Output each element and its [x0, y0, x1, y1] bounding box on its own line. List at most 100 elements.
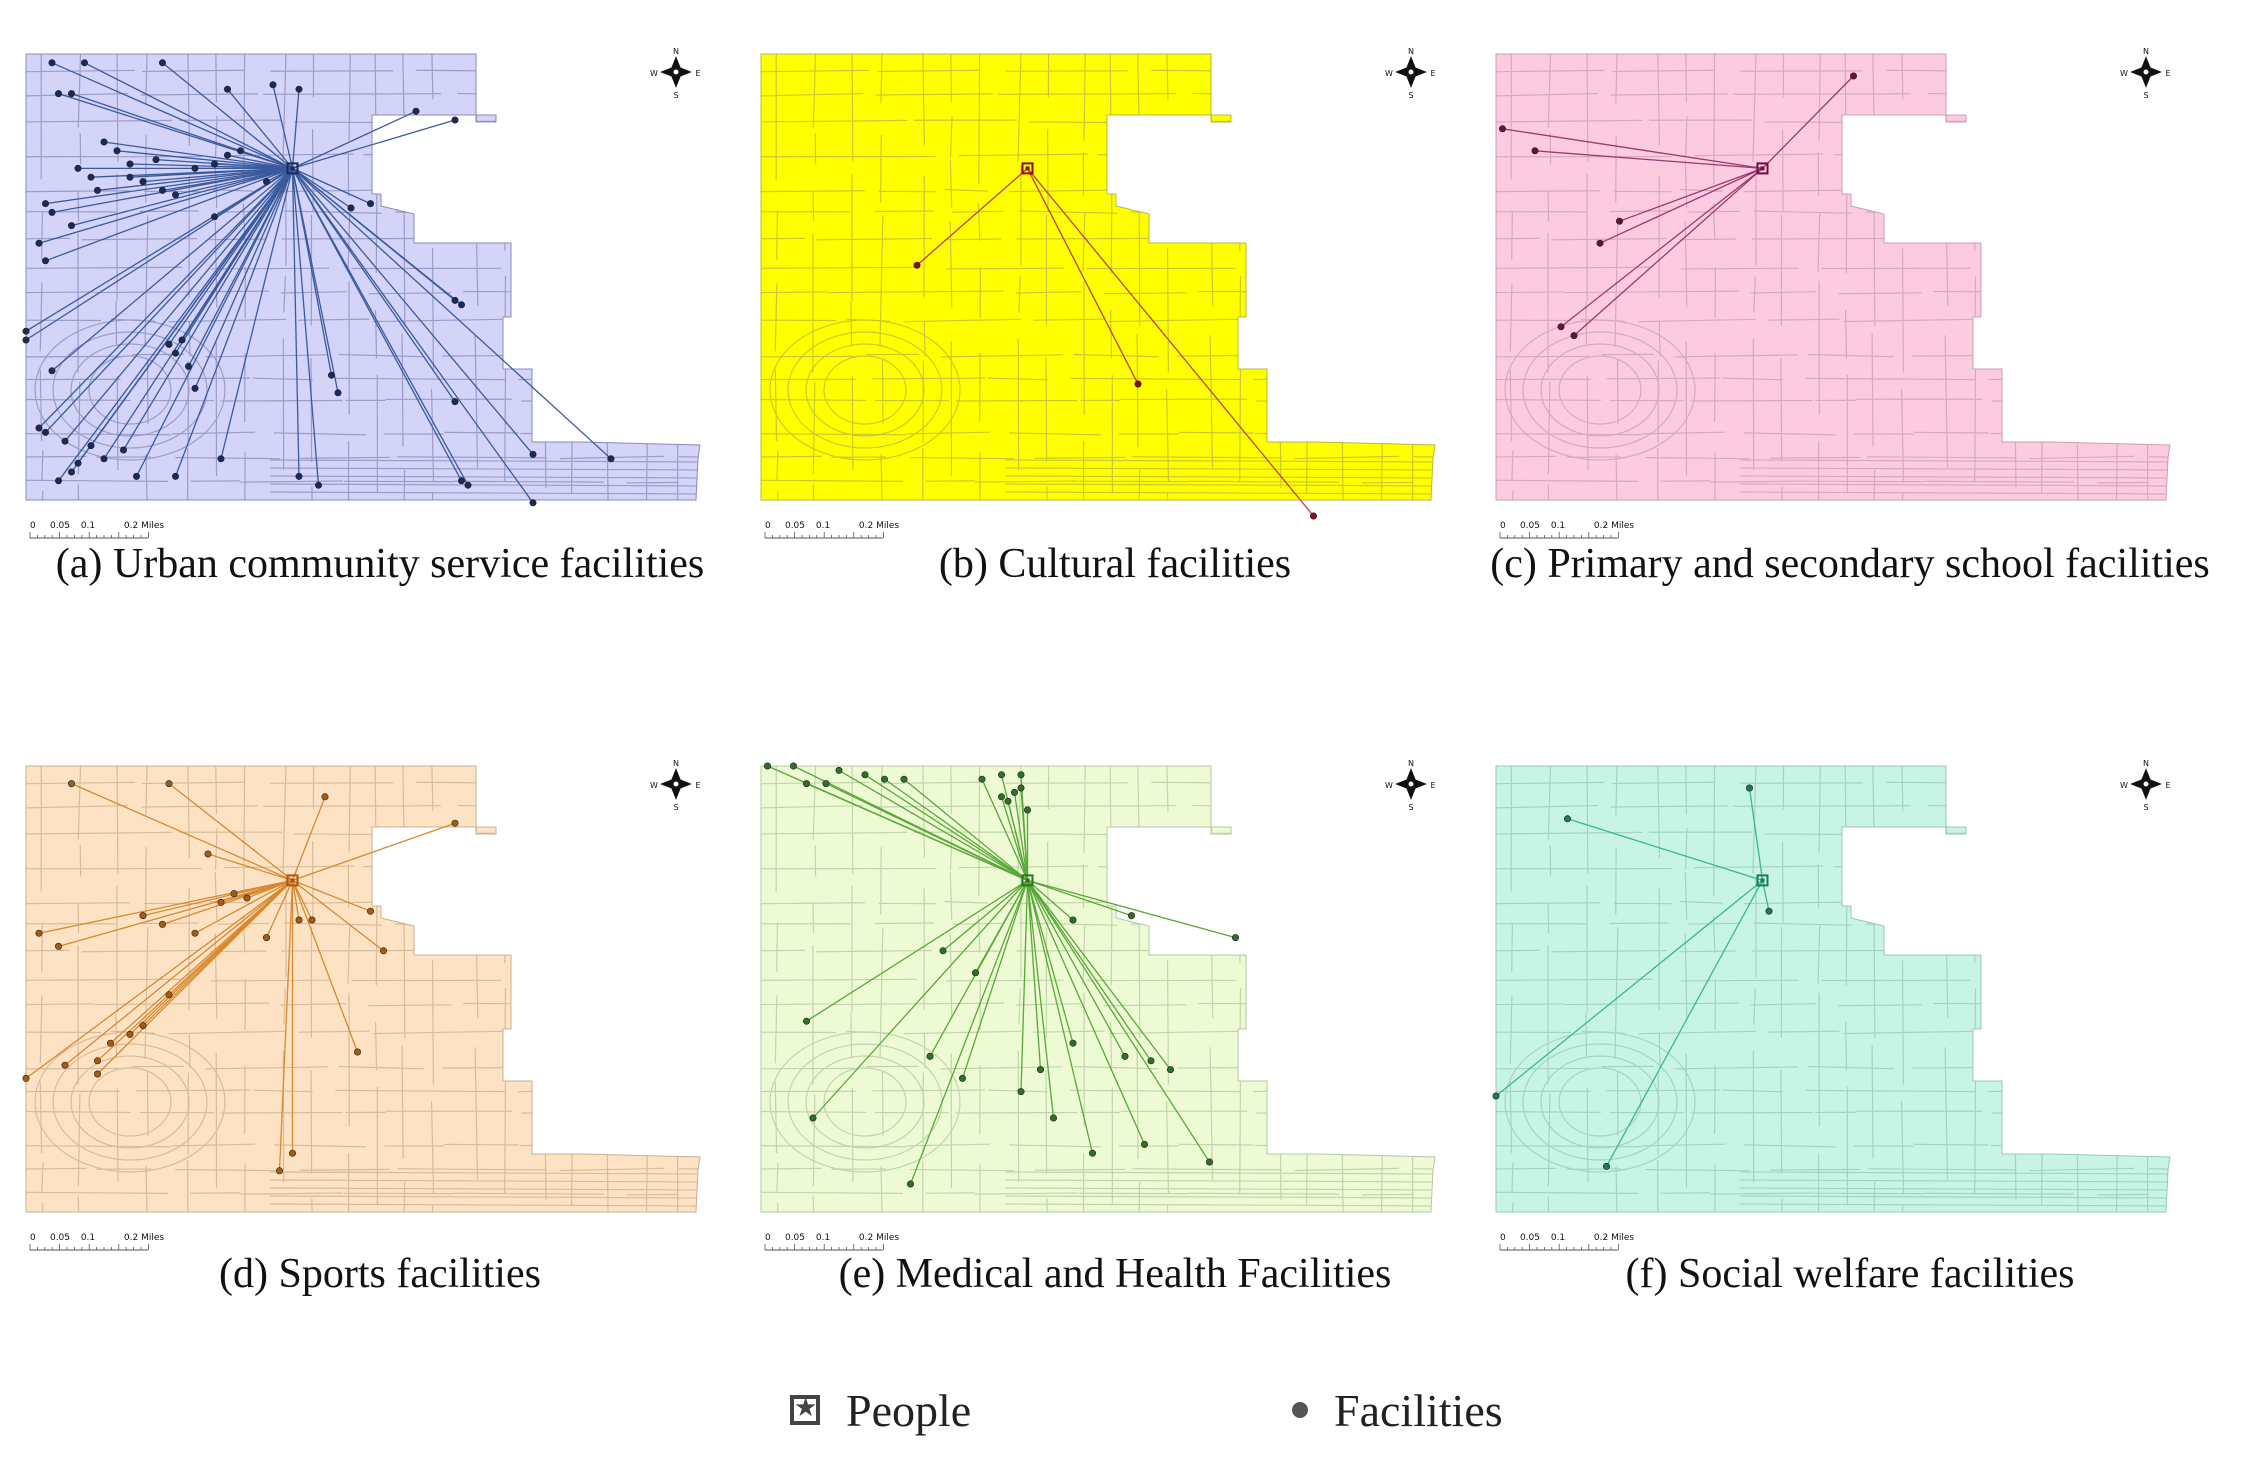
svg-text:0: 0 — [1500, 1233, 1506, 1243]
facility-point — [1088, 1149, 1096, 1157]
facility-point — [1570, 332, 1578, 340]
scale-bar: 0 0.05 0.1 0.2 Miles — [764, 1233, 899, 1251]
facility-point — [107, 1039, 115, 1047]
svg-text:0.1: 0.1 — [81, 521, 95, 531]
facility-point — [764, 762, 772, 770]
facility-point — [1231, 934, 1239, 942]
facility-point — [959, 1074, 967, 1082]
map-panel-d: N S E W 0 0.05 0.1 0.2 Miles (d) Sports faciliti… — [20, 752, 740, 1312]
facility-point — [907, 1180, 915, 1188]
facility-point — [269, 81, 277, 89]
svg-text:S: S — [1408, 91, 1413, 100]
facility-point — [1121, 1052, 1129, 1060]
svg-text:0.05: 0.05 — [785, 1233, 805, 1243]
svg-text:0.2 Miles: 0.2 Miles — [859, 1233, 899, 1243]
facility-point — [1017, 784, 1025, 792]
study-area — [760, 53, 1436, 501]
connection-lines — [916, 167, 1315, 517]
svg-text:0: 0 — [1500, 521, 1506, 531]
facility-point — [998, 771, 1006, 779]
facility-point — [314, 481, 322, 489]
svg-text:0: 0 — [765, 521, 771, 531]
svg-text:N: N — [2143, 759, 2149, 768]
facility-point — [80, 59, 88, 67]
svg-text:0.05: 0.05 — [50, 1233, 70, 1243]
facility-point — [35, 424, 43, 432]
facility-point — [159, 186, 167, 194]
map-svg-a: N S E W 0 0.05 0.1 0.2 Miles — [22, 47, 701, 539]
facility-point — [191, 384, 199, 392]
svg-text:0.2 Miles: 0.2 Miles — [1594, 521, 1634, 531]
facility-point — [1147, 1057, 1155, 1065]
svg-text:0.2 Miles: 0.2 Miles — [859, 521, 899, 531]
map-svg-b: N S E W 0 0.05 0.1 0.2 Miles — [760, 47, 1436, 539]
svg-text:N: N — [1408, 47, 1414, 56]
facility-point — [100, 138, 108, 146]
facility-point — [94, 1070, 102, 1078]
facility-point — [172, 472, 180, 480]
north-arrow-icon: N S E W — [650, 47, 700, 100]
svg-text:0.05: 0.05 — [785, 521, 805, 531]
facility-point — [1134, 380, 1142, 388]
facility-point — [1004, 797, 1012, 805]
facility-point — [126, 173, 134, 181]
people-icon: ★ — [790, 1393, 820, 1425]
facility-point — [1603, 1162, 1611, 1170]
svg-text:S: S — [2143, 803, 2148, 812]
facility-point — [94, 186, 102, 194]
facility-point — [861, 771, 869, 779]
facility-point — [295, 472, 303, 480]
facility-point — [67, 780, 75, 788]
facility-point — [334, 389, 342, 397]
map-caption: (f) Social welfare facilities — [1625, 1251, 2075, 1297]
north-arrow-icon: N S E W — [1385, 47, 1435, 100]
facility-point — [978, 775, 986, 783]
svg-text:E: E — [2165, 781, 2170, 790]
facility-point — [165, 991, 173, 999]
people-marker — [1756, 874, 1769, 887]
facility-point — [139, 1022, 147, 1030]
facility-point — [529, 499, 537, 507]
facility-point — [120, 446, 128, 454]
facility-point — [900, 775, 908, 783]
facility-point — [243, 894, 251, 902]
facility-point — [263, 934, 271, 942]
people-marker — [1756, 162, 1769, 175]
facility-point — [288, 1149, 296, 1157]
facility-point — [22, 1074, 30, 1082]
facility-point — [67, 90, 75, 98]
facility-point — [211, 213, 219, 221]
facility-point — [224, 85, 232, 93]
map-svg-c: N S E W 0 0.05 0.1 0.2 Miles — [1495, 47, 2171, 539]
facility-point — [295, 85, 303, 93]
legend-people: ★ People — [790, 1380, 971, 1440]
svg-text:N: N — [673, 759, 679, 768]
facility-point — [1492, 1092, 1500, 1100]
facility-point — [94, 1057, 102, 1065]
svg-text:0.2 Miles: 0.2 Miles — [1594, 1233, 1634, 1243]
facility-point — [802, 1017, 810, 1025]
facility-point — [48, 208, 56, 216]
facility-point — [809, 1114, 817, 1122]
facility-point — [41, 200, 49, 208]
facility-point — [1557, 323, 1565, 331]
connection-lines — [25, 62, 612, 504]
svg-text:W: W — [2120, 781, 2128, 790]
facility-point — [321, 793, 329, 801]
svg-text:0.1: 0.1 — [1551, 521, 1565, 531]
facility-point — [1140, 1140, 1148, 1148]
facility-point — [972, 969, 980, 977]
facility-point — [224, 151, 232, 159]
svg-text:W: W — [650, 781, 658, 790]
facility-point — [67, 468, 75, 476]
facility-point — [48, 59, 56, 67]
map-panel-e: N S E W 0 0.05 0.1 0.2 Miles (e) Medical and Hea… — [755, 752, 1475, 1312]
connection-lines — [1495, 787, 1770, 1167]
facility-point — [172, 191, 180, 199]
facility-point — [61, 437, 69, 445]
facility-point — [607, 455, 615, 463]
svg-text:W: W — [2120, 69, 2128, 78]
facility-point — [998, 793, 1006, 801]
facility-point — [327, 371, 335, 379]
facility-point — [939, 947, 947, 955]
